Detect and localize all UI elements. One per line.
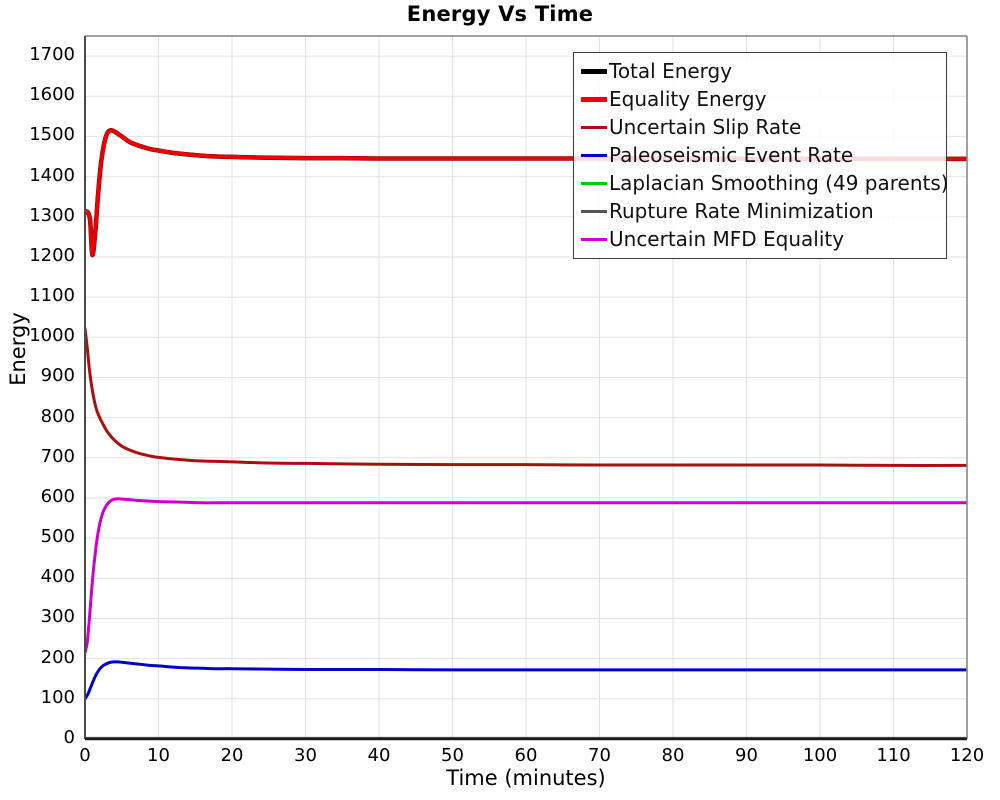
legend-color-swatch-icon (581, 125, 607, 129)
legend-item[interactable]: Uncertain Slip Rate (574, 113, 946, 141)
y-tick-label: 1700 (29, 44, 75, 66)
x-tick-label: 20 (220, 745, 244, 766)
y-tick-label: 600 (40, 485, 75, 507)
legend-item-label: Uncertain MFD Equality (609, 227, 845, 251)
series-line (85, 497, 967, 655)
y-tick-label: 1400 (29, 164, 75, 186)
x-tick-label: 40 (367, 745, 391, 766)
legend-item-label: Equality Energy (609, 87, 767, 111)
x-axis-title: Time (minutes) (446, 766, 606, 790)
y-tick-label: 1100 (29, 285, 75, 307)
y-tick-label: 400 (40, 566, 75, 588)
legend-item[interactable]: Equality Energy (574, 85, 946, 113)
y-tick-label: 1300 (29, 204, 75, 226)
x-tick-label: 70 (588, 745, 611, 766)
legend-item[interactable]: Total Energy (574, 57, 946, 85)
chart-title: Energy Vs Time (406, 2, 594, 26)
legend-item-label: Uncertain Slip Rate (609, 115, 802, 139)
legend-color-swatch-icon (581, 237, 607, 241)
legend-item-label: Rupture Rate Minimization (609, 199, 874, 223)
legend-item-label: Paleoseismic Event Rate (609, 143, 854, 167)
chart-legend: Total Energy Equality Energy Uncertain Sli… (573, 52, 949, 259)
x-tick-label: 110 (876, 745, 911, 766)
y-tick-label: 700 (40, 445, 75, 467)
legend-color-swatch-icon (581, 153, 607, 157)
y-tick-label: 1600 (29, 84, 75, 106)
legend-item[interactable]: Uncertain MFD Equality (574, 225, 946, 253)
legend-item-label: Total Energy (609, 59, 733, 83)
legend-color-swatch-icon (581, 181, 607, 185)
y-tick-label: 1200 (29, 244, 75, 266)
x-tick-label: 90 (735, 745, 758, 766)
y-tick-label: 1000 (29, 325, 75, 347)
y-tick-label: 0 (63, 727, 75, 748)
y-tick-label: 800 (40, 405, 75, 427)
legend-color-swatch-icon (581, 96, 607, 102)
y-tick-label: 900 (40, 365, 75, 387)
legend-item[interactable]: Rupture Rate Minimization (574, 197, 946, 225)
y-tick-label: 500 (40, 526, 75, 548)
legend-item[interactable]: Laplacian Smoothing (49 parents) (574, 169, 949, 197)
x-tick-label: 10 (147, 745, 170, 766)
series-line (85, 660, 967, 701)
x-tick-label: 100 (802, 745, 838, 766)
x-tick-label: 30 (294, 745, 317, 766)
legend-color-swatch-icon (581, 68, 607, 74)
series-line (85, 326, 967, 467)
x-tick-label: 60 (514, 745, 538, 766)
legend-color-swatch-icon (581, 209, 607, 213)
x-tick-label: 80 (661, 745, 685, 766)
axis-frame (84, 35, 968, 741)
y-tick-label: 200 (40, 646, 75, 668)
y-tick-label: 300 (40, 606, 75, 628)
x-tick-label: 0 (79, 745, 91, 766)
legend-item[interactable]: Paleoseismic Event Rate (574, 141, 946, 169)
x-tick-label: 120 (949, 745, 985, 766)
x-tick-label: 50 (441, 745, 464, 766)
legend-item-label: Laplacian Smoothing (49 parents) (609, 171, 949, 195)
y-tick-label: 100 (40, 686, 75, 708)
y-tick-label: 1500 (29, 124, 75, 146)
